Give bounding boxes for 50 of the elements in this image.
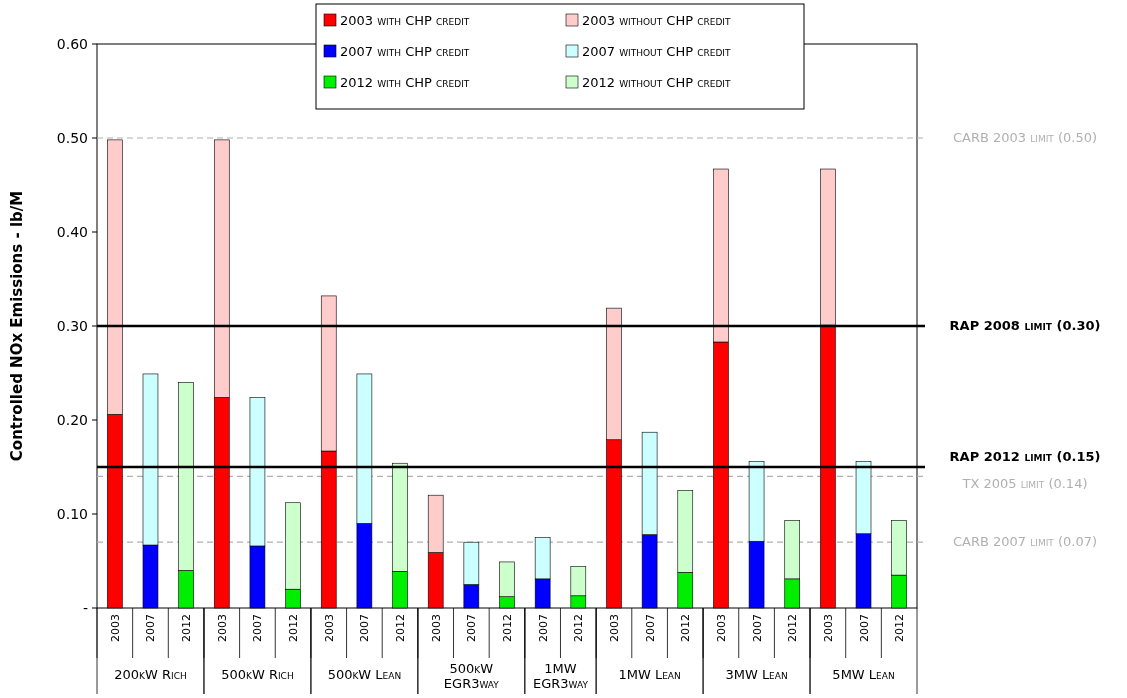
x-tick-label: 2012 [786,614,800,642]
y-tick-label: 0.20 [56,412,88,428]
x-tick-label: 2003 [821,614,835,642]
x-tick-label: 2012 [501,614,514,642]
y-tick-label: 0.50 [56,130,88,146]
y-tick-label: - [82,600,88,616]
ref-line-label: RAP 2012 limit (0.15) [949,449,1101,464]
x-tick-label: 2007 [251,614,265,642]
text: 1MW Lean [618,667,681,682]
legend-label: 2003 with CHP credit [340,13,470,28]
x-tick-label: 2003 [607,614,621,642]
x-tick-label: 2012 [180,614,194,642]
text: 200kW Rich [114,667,187,682]
x-tick-label: 2007 [144,614,158,642]
x-tick-label: 2007 [358,614,372,642]
y-tick-label: 0.30 [56,318,88,334]
y-axis-title: Controlled NOx Emissions - lb/M [8,190,26,462]
x-tick-label: 2007 [536,614,550,642]
x-tick-label: 2007 [857,614,871,642]
ref-line-label: RAP 2008 limit (0.30) [949,318,1101,333]
ref-line-label: CARB 2003 limit (0.50) [952,130,1098,145]
text: 500kW Rich [221,667,294,682]
x-tick-label: 2012 [679,614,693,642]
x-tick-label: 2012 [572,614,586,642]
legend-label: 2007 without CHP credit [582,44,731,59]
legend-label: 2003 without CHP credit [582,13,731,28]
text: 500kW Lean [327,667,402,682]
legend-label: 2007 with CHP credit [340,44,470,59]
x-tick-label: 2012 [893,614,907,642]
x-tick-label: 2003 [108,614,122,642]
ref-line-label: CARB 2007 limit (0.07) [952,534,1098,550]
x-tick-label: 2003 [215,614,229,642]
ref-line-label: TX 2005 limit (0.14) [961,476,1088,492]
y-tick-label: 0.60 [56,36,88,52]
legend-label: 2012 with CHP credit [340,75,470,90]
x-tick-label: 2003 [714,614,728,642]
text: 3MW Lean [725,667,788,682]
x-tick-label: 2012 [394,614,408,642]
x-tick-label: 2003 [429,614,443,642]
x-tick-label: 2007 [643,614,657,642]
text: 1MW EGR3way [532,661,589,691]
x-tick-label: 2003 [322,614,336,642]
x-tick-label: 2007 [465,614,479,642]
x-tick-label: 2007 [750,614,764,642]
x-tick-label: 2012 [287,614,301,642]
legend-label: 2012 without CHP credit [582,75,731,90]
text: 500kW EGR3way [443,661,500,691]
y-tick-label: 0.40 [56,224,88,240]
text: 5MW Lean [832,667,895,682]
y-tick-label: 0.10 [56,506,88,522]
